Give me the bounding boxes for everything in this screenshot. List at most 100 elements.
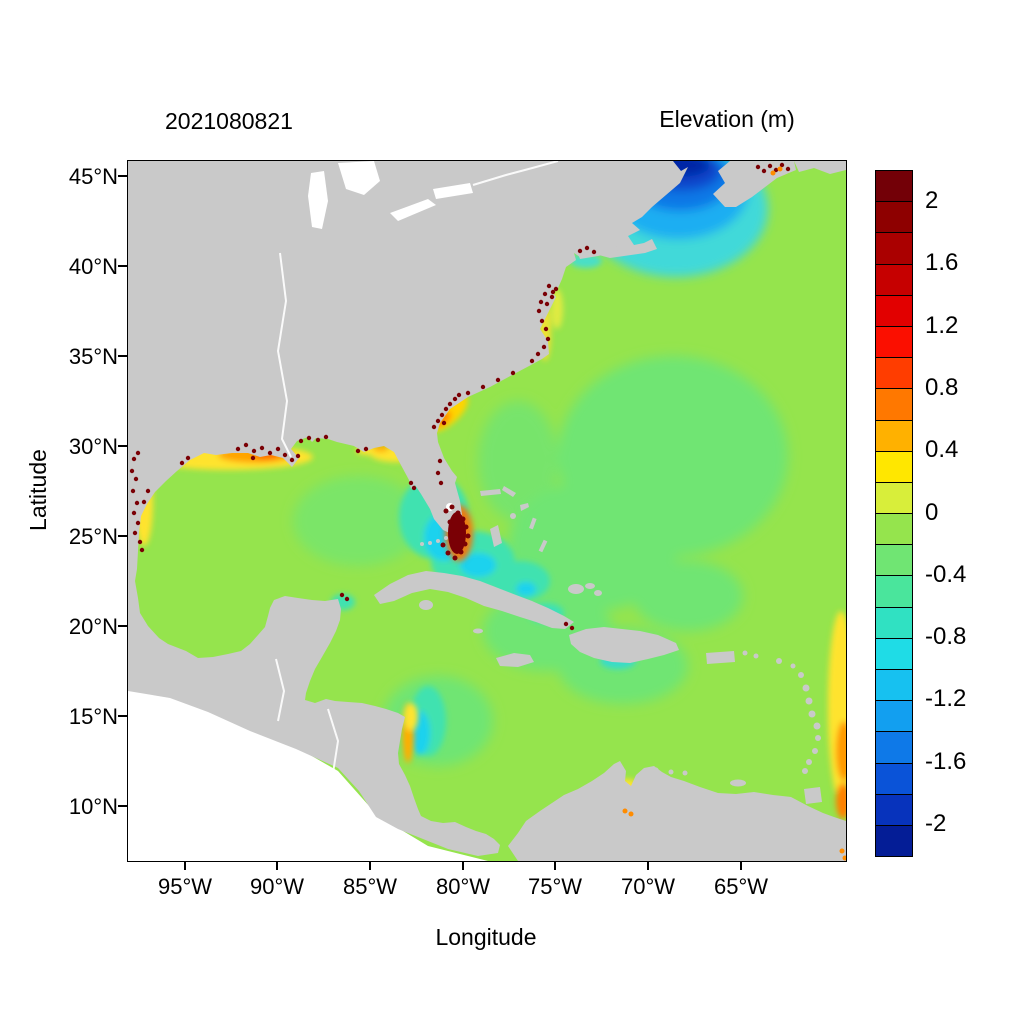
colorbar-segment (876, 171, 912, 202)
margarita (730, 779, 746, 787)
south-america-landmass (508, 761, 846, 861)
y-tick-label: 20°N (68, 614, 118, 639)
colorbar-segment (876, 731, 912, 763)
y-tick-label: 40°N (68, 254, 118, 279)
x-tick-label: 90°W (249, 874, 305, 899)
lake-huron (338, 161, 380, 195)
x-tick-mark (184, 861, 186, 870)
grand-bahama (480, 489, 501, 496)
usumacinta-river (275, 658, 286, 722)
colorbar-tick-label: -1.6 (925, 747, 967, 775)
colorbar-tick-label: 0.8 (925, 373, 959, 401)
x-tick-label: 85°W (342, 874, 398, 899)
colorbar-segment (876, 793, 912, 825)
colorbar-tick-label: 0.4 (925, 436, 959, 464)
x-tick-label: 65°W (713, 874, 769, 899)
lake-michigan (308, 171, 328, 229)
colorbar (875, 170, 913, 857)
trinidad (804, 787, 822, 804)
y-tick-label: 25°N (68, 524, 118, 549)
colorbar-segment (876, 388, 912, 420)
georgia-carolina-cells (431, 370, 516, 430)
cat-island (529, 517, 537, 530)
hispaniola (569, 627, 679, 663)
plot-timestamp-title: 2021080821 (165, 108, 293, 134)
y-tick-label: 15°N (68, 704, 118, 729)
abc-islands (653, 767, 746, 787)
eleuthera (520, 503, 529, 511)
colorbar-tick-label: -0.4 (925, 560, 967, 588)
colorbar-segment (876, 450, 912, 482)
cuba (374, 571, 574, 629)
long-island (578, 246, 618, 259)
andros (490, 525, 502, 547)
y-tick-mark (118, 175, 127, 177)
rivers-layer (275, 161, 559, 774)
y-tick-mark (118, 265, 127, 267)
x-tick-mark (462, 861, 464, 870)
colorbar-title: Elevation (m) (659, 106, 795, 132)
louisiana-delta-cells (235, 434, 369, 463)
x-tick-label: 80°W (435, 874, 491, 899)
x-tick-label: 70°W (620, 874, 676, 899)
colorbar-tick-label: 0 (925, 498, 939, 526)
gulf-st-lawrence-north-shore (794, 161, 846, 174)
x-tick-mark (647, 861, 649, 870)
lakes-layer (308, 161, 473, 511)
y-tick-label: 45°N (68, 164, 118, 189)
y-axis-title: Latitude (25, 449, 51, 531)
colorbar-segment (876, 575, 912, 607)
y-tick-mark (118, 805, 127, 807)
lake-erie (390, 199, 436, 221)
y-tick-mark (118, 625, 127, 627)
misc-cells (339, 592, 575, 631)
colorbar-tick-label: -2 (925, 809, 947, 837)
coco-river (327, 708, 340, 774)
colorbar-tick-label: -1.2 (925, 685, 967, 713)
colorbar-segment (876, 294, 912, 326)
land-layer (128, 161, 846, 861)
colorbar-tick-label: 1.6 (925, 249, 959, 277)
x-tick-mark (554, 861, 556, 870)
nova-scotia-cells (755, 162, 791, 174)
mississippi-river (276, 252, 292, 458)
x-tick-mark (740, 861, 742, 870)
st-lawrence-river (472, 161, 559, 186)
y-tick-mark (118, 535, 127, 537)
florida-keys (420, 536, 448, 546)
colorbar-segment (876, 669, 912, 701)
colorbar-segment (876, 513, 912, 545)
prince-edward-island (761, 161, 785, 168)
colorbar-segment (876, 481, 912, 514)
y-tick-mark (118, 445, 127, 447)
puerto-rico (706, 651, 735, 664)
map-plot-area (127, 160, 847, 862)
colorbar-tick-label: 1.2 (925, 311, 959, 339)
jamaica (496, 653, 534, 667)
cayman (473, 628, 483, 634)
y-tick-mark (118, 355, 127, 357)
colorbar-segment (876, 263, 912, 295)
texas-coast-cells (129, 450, 191, 553)
x-tick-label: 75°W (527, 874, 583, 899)
colorbar-tick-label: 2 (925, 187, 939, 215)
x-axis-title: Longitude (435, 924, 537, 950)
long-island-bahamas (538, 539, 548, 553)
coastal-orange-cells (622, 166, 846, 861)
colorbar-segment (876, 700, 912, 732)
colorbar-segment (876, 637, 912, 669)
abaco (502, 486, 516, 497)
pacific-no-data-region (128, 681, 488, 861)
isla-de-la-juventud (419, 600, 433, 610)
outer-banks-chesapeake-cells (529, 245, 597, 364)
elevation-map (128, 161, 846, 861)
colorbar-segment (876, 824, 912, 857)
colorbar-segment (876, 201, 912, 233)
y-tick-mark (118, 715, 127, 717)
x-tick-mark (276, 861, 278, 870)
colorbar-segment (876, 606, 912, 638)
y-tick-label: 10°N (68, 794, 118, 819)
florida-cells (408, 458, 471, 561)
y-tick-label: 30°N (68, 434, 118, 459)
